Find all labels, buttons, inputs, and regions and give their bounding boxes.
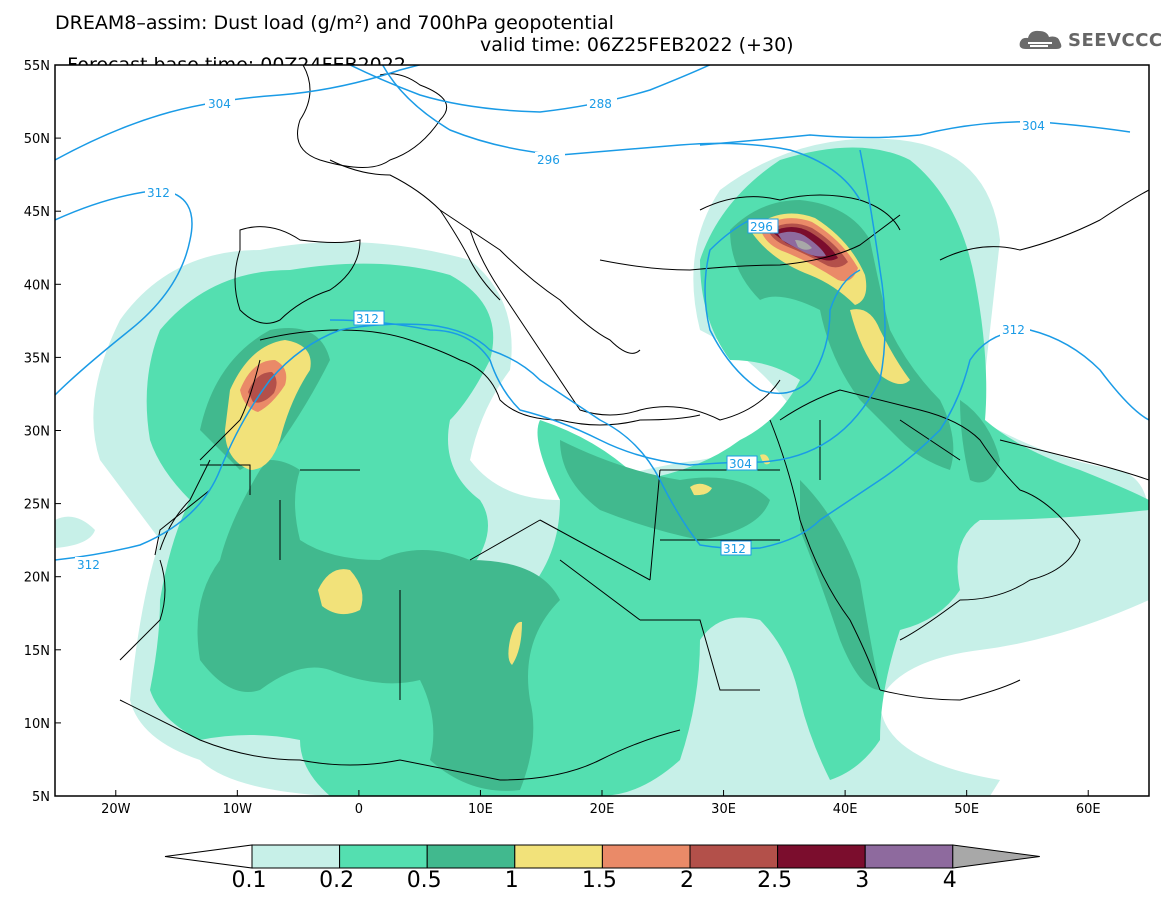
geopotential-contours bbox=[55, 65, 1149, 561]
contour-labels: 304 288 312 296 304 296 312 312 304 312 … bbox=[75, 96, 1050, 572]
colorbar-swatch bbox=[514, 844, 603, 869]
colorbar-label: 0.1 bbox=[231, 868, 267, 893]
svg-text:312: 312 bbox=[356, 312, 379, 326]
lon-tick-label: 10W bbox=[223, 802, 253, 817]
contour-label: 304 bbox=[726, 455, 758, 471]
colorbar-swatch bbox=[426, 844, 516, 869]
contour-label: 312 bbox=[720, 540, 752, 556]
lon-tick-label: 0 bbox=[355, 802, 363, 817]
contour-label: 296 bbox=[747, 218, 779, 234]
contour-label: 312 bbox=[353, 310, 385, 326]
latitude-axis: 55N 50N 45N 40N 35N 30N 25N 20N 15N 10N 5N bbox=[24, 59, 61, 805]
colorbar-swatch bbox=[251, 844, 341, 869]
colorbar bbox=[164, 844, 1040, 869]
contour-label: 304 bbox=[205, 96, 235, 111]
svg-text:312: 312 bbox=[723, 542, 746, 556]
lon-tick-label: 40E bbox=[833, 802, 858, 817]
colorbar-label: 3 bbox=[855, 868, 870, 893]
lat-tick-label: 50N bbox=[24, 132, 50, 147]
colorbar-label: 1 bbox=[504, 868, 519, 893]
svg-text:304: 304 bbox=[208, 97, 231, 111]
lon-tick-label: 30E bbox=[711, 802, 736, 817]
svg-text:312: 312 bbox=[1002, 323, 1025, 337]
lon-tick-label: 10E bbox=[468, 802, 493, 817]
lon-tick-label: 20W bbox=[101, 802, 131, 817]
svg-text:288: 288 bbox=[589, 97, 612, 111]
contour-label: 296 bbox=[535, 152, 565, 167]
contour-label: 288 bbox=[587, 96, 617, 111]
colorbar-label: 0.2 bbox=[319, 868, 355, 893]
svg-text:312: 312 bbox=[147, 186, 170, 200]
lat-tick-label: 15N bbox=[24, 644, 50, 659]
lat-tick-label: 30N bbox=[24, 425, 50, 440]
colorbar-swatch bbox=[864, 844, 954, 869]
colorbar-max-arrow bbox=[952, 844, 1040, 869]
longitude-axis: 20W 10W 0 10E 20E 30E 40E 50E 60E bbox=[101, 790, 1101, 817]
colorbar-label: 1.5 bbox=[581, 868, 617, 893]
colorbar-label: 0.5 bbox=[406, 868, 442, 893]
lon-tick-label: 60E bbox=[1076, 802, 1101, 817]
colorbar-label: 2.5 bbox=[757, 868, 793, 893]
lat-tick-label: 10N bbox=[24, 717, 50, 732]
lat-tick-label: 20N bbox=[24, 571, 50, 586]
colorbar-swatch bbox=[339, 844, 428, 869]
colorbar-label: 4 bbox=[942, 868, 957, 893]
colorbar-min-arrow bbox=[164, 844, 253, 869]
coastlines bbox=[119, 65, 1149, 781]
svg-text:296: 296 bbox=[750, 220, 773, 234]
logo-text: SEEVCCC bbox=[1068, 30, 1163, 51]
lat-tick-label: 55N bbox=[24, 59, 50, 74]
colorbar-swatch bbox=[601, 844, 691, 869]
contour-label: 304 bbox=[1020, 118, 1050, 133]
lat-tick-label: 40N bbox=[24, 278, 50, 293]
colorbar-label: 2 bbox=[680, 868, 694, 893]
lat-tick-label: 5N bbox=[32, 790, 50, 805]
svg-text:296: 296 bbox=[537, 153, 560, 167]
valid-time-label: valid time: 06Z25FEB2022 (+30) bbox=[480, 34, 794, 56]
lat-tick-label: 35N bbox=[24, 351, 50, 366]
lon-tick-label: 50E bbox=[954, 802, 979, 817]
lat-tick-label: 25N bbox=[24, 498, 50, 513]
svg-text:304: 304 bbox=[1022, 119, 1045, 133]
map-title: DREAM8–assim: Dust load (g/m²) and 700hP… bbox=[55, 12, 614, 34]
colorbar-swatch bbox=[777, 844, 866, 869]
contour-label: 312 bbox=[75, 557, 105, 572]
svg-text:304: 304 bbox=[729, 457, 752, 471]
lon-tick-label: 20E bbox=[590, 802, 615, 817]
cloud-icon bbox=[1019, 30, 1062, 49]
svg-text:312: 312 bbox=[77, 558, 100, 572]
contour-label: 312 bbox=[145, 185, 175, 200]
colorbar-swatch bbox=[689, 844, 779, 869]
lat-tick-label: 45N bbox=[24, 205, 50, 220]
contour-label: 312 bbox=[1000, 322, 1030, 337]
